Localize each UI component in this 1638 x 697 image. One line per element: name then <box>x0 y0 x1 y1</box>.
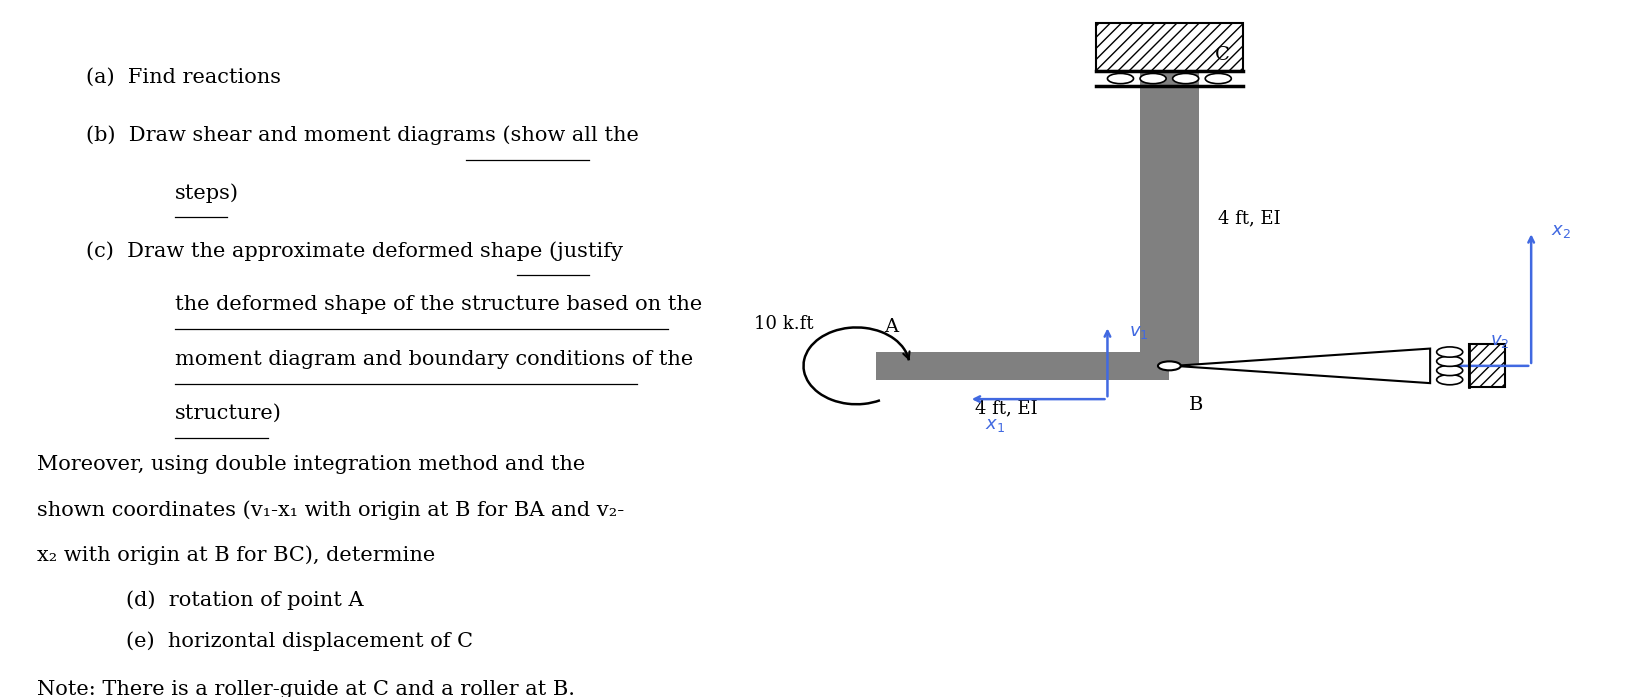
Bar <box>1096 24 1243 71</box>
Circle shape <box>1437 374 1463 385</box>
Text: steps): steps) <box>175 183 239 203</box>
Text: 10 k.ft: 10 k.ft <box>753 315 814 333</box>
Text: A: A <box>885 318 898 336</box>
Text: 4 ft, EI: 4 ft, EI <box>1219 210 1281 228</box>
Text: Moreover, using double integration method and the: Moreover, using double integration metho… <box>36 455 585 475</box>
Circle shape <box>1173 73 1199 84</box>
Circle shape <box>1437 347 1463 357</box>
Text: C: C <box>1215 47 1230 64</box>
Text: the deformed shape of the structure based on the: the deformed shape of the structure base… <box>175 296 703 314</box>
Text: x₂ with origin at B for BC), determine: x₂ with origin at B for BC), determine <box>36 545 436 565</box>
Text: (c)  Draw the approximate deformed shape (justify: (c) Draw the approximate deformed shape … <box>85 241 622 261</box>
Bar <box>1140 71 1199 366</box>
Circle shape <box>1437 365 1463 376</box>
Bar <box>1469 344 1505 388</box>
Text: structure): structure) <box>175 404 282 423</box>
Text: $x_1$: $x_1$ <box>984 415 1006 434</box>
Text: B: B <box>1189 396 1204 414</box>
Text: 4 ft, EI: 4 ft, EI <box>975 399 1038 417</box>
Text: Note: There is a roller-guide at C and a roller at B.: Note: There is a roller-guide at C and a… <box>36 680 575 697</box>
Text: $v_1$: $v_1$ <box>1129 323 1148 341</box>
Bar <box>876 352 1170 380</box>
Text: $x_2$: $x_2$ <box>1551 222 1571 240</box>
Circle shape <box>1437 356 1463 367</box>
Circle shape <box>1107 73 1133 84</box>
Polygon shape <box>1174 348 1430 383</box>
Text: (b)  Draw shear and moment diagrams (show all the: (b) Draw shear and moment diagrams (show… <box>85 125 639 146</box>
Circle shape <box>1206 73 1232 84</box>
Text: moment diagram and boundary conditions of the: moment diagram and boundary conditions o… <box>175 350 693 369</box>
Text: $v_2$: $v_2$ <box>1491 332 1510 350</box>
Text: (d)  rotation of point A: (d) rotation of point A <box>126 590 364 610</box>
Circle shape <box>1140 73 1166 84</box>
Text: shown coordinates (v₁-x₁ with origin at B for BA and v₂-: shown coordinates (v₁-x₁ with origin at … <box>36 500 624 520</box>
Circle shape <box>1158 361 1181 370</box>
Text: (e)  horizontal displacement of C: (e) horizontal displacement of C <box>126 631 473 651</box>
Text: (a)  Find reactions: (a) Find reactions <box>85 68 280 87</box>
